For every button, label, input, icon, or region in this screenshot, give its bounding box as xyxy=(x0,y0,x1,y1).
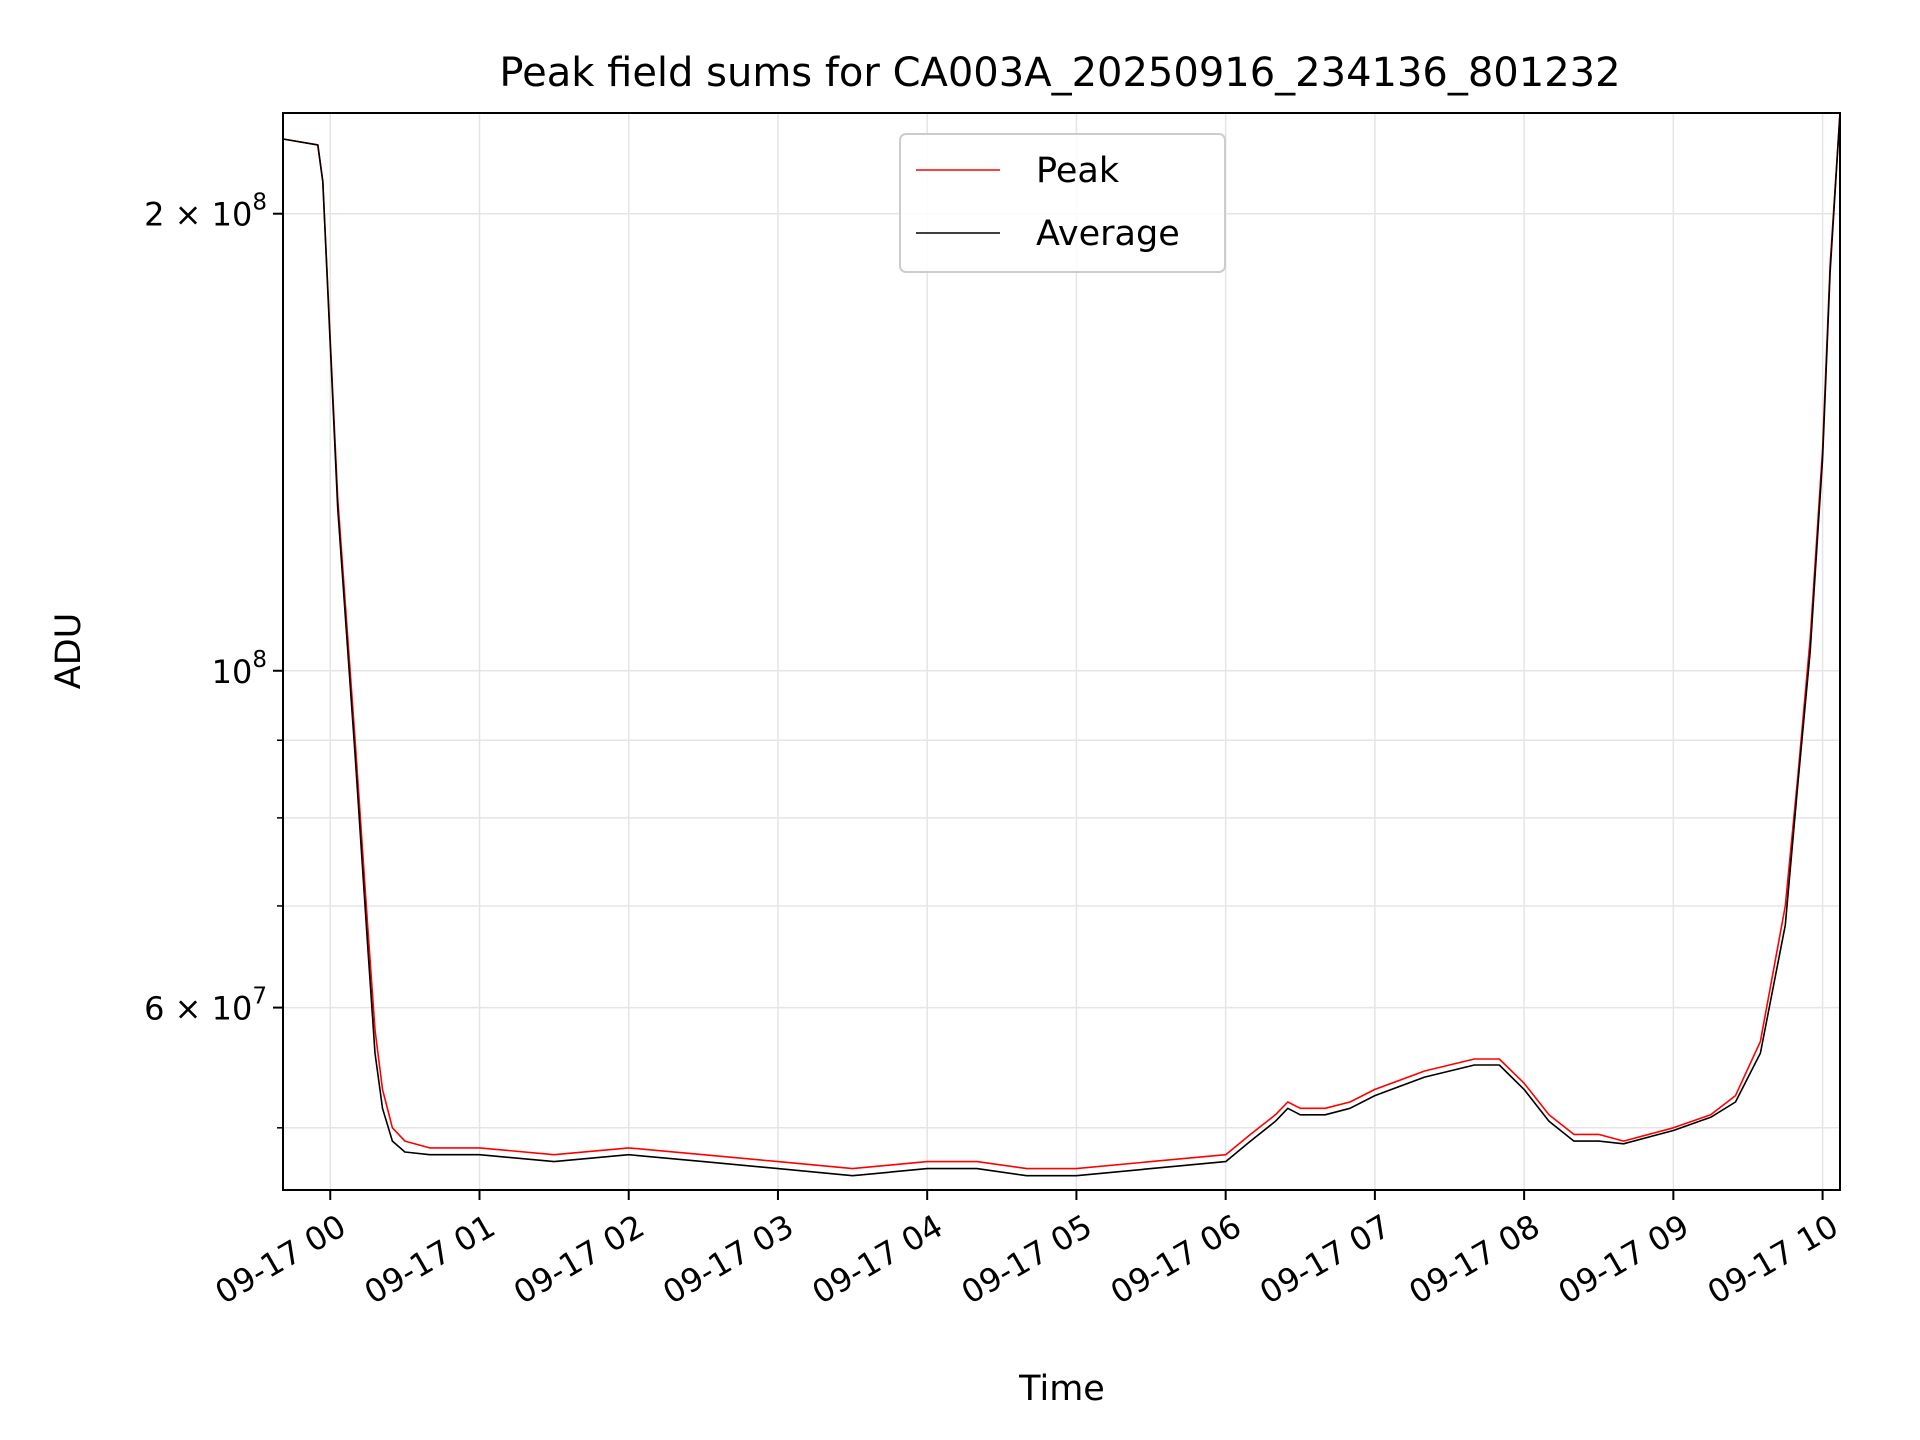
legend-label-average: Average xyxy=(1036,214,1180,254)
y-tick-label: 6 × 107 xyxy=(144,984,267,1028)
y-axis-label: ADU xyxy=(49,613,89,690)
y-tick-label: 2 × 108 xyxy=(144,190,267,234)
legend: Peak Average xyxy=(899,133,1226,273)
legend-label-peak: Peak xyxy=(1036,151,1120,191)
x-axis-label: Time xyxy=(1018,1369,1105,1409)
series-lines xyxy=(283,113,1840,1177)
series-line-average xyxy=(283,113,1840,1177)
grid xyxy=(283,113,1840,1190)
plot-area-frame xyxy=(282,112,1841,1191)
chart-title: Peak field sums for CA003A_20250916_2341… xyxy=(499,50,1620,96)
series-line-peak xyxy=(283,113,1840,1170)
y-tick-label: 108 xyxy=(212,647,267,691)
legend-box xyxy=(899,133,1226,273)
y-axis-ticks: 6 × 107 108 2 × 108 xyxy=(144,190,283,1129)
